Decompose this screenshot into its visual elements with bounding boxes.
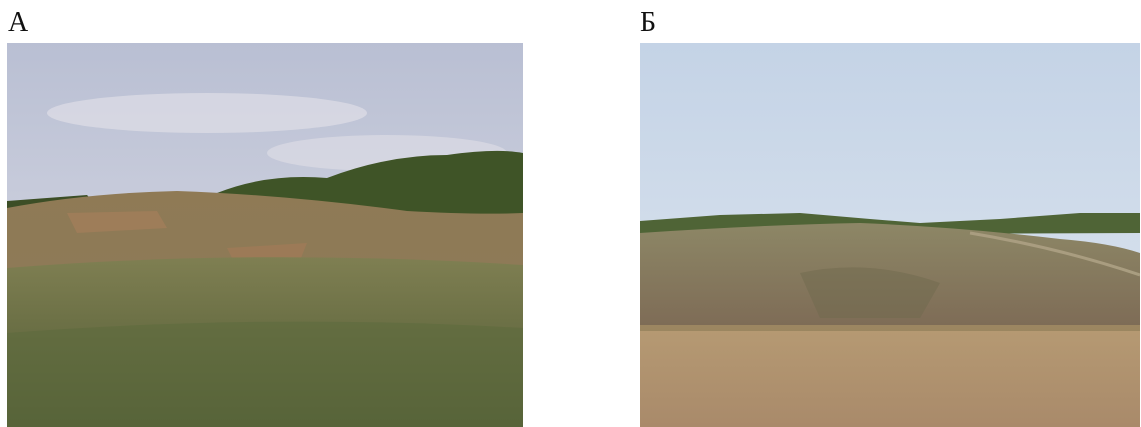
photo-b xyxy=(640,43,1140,427)
page: А Б (() => { const data = J xyxy=(0,0,1141,427)
panel-label: А xyxy=(8,8,28,38)
panel-label: Б xyxy=(640,8,656,38)
photo-a xyxy=(7,43,523,427)
